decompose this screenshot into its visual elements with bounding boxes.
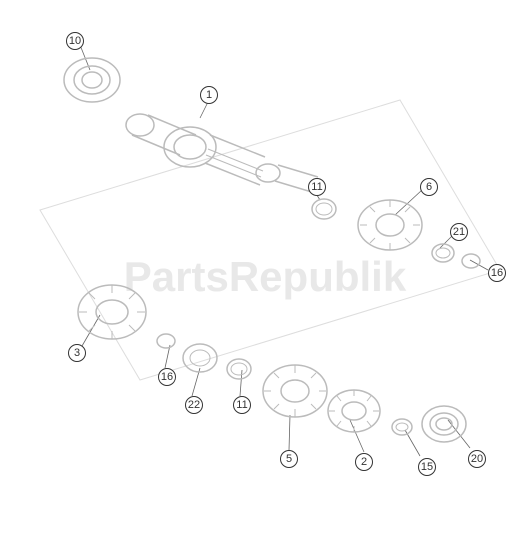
- part-ring-16b: [155, 330, 177, 352]
- callout-number-11b: 11: [233, 396, 251, 414]
- callout-number-1: 1: [200, 86, 218, 104]
- callout-15: 15: [418, 458, 436, 476]
- callout-number-16b: 16: [158, 368, 176, 386]
- callout-number-16: 16: [488, 264, 506, 282]
- part-ring-16: [460, 250, 482, 272]
- callout-number-2: 2: [355, 453, 373, 471]
- callout-20: 20: [468, 450, 486, 468]
- callout-number-11: 11: [308, 178, 326, 196]
- callout-11: 11: [308, 178, 326, 196]
- callout-22: 22: [185, 396, 203, 414]
- callout-16: 16: [488, 264, 506, 282]
- part-bearing-10: [62, 50, 122, 110]
- part-gear-2: [325, 385, 383, 437]
- callout-5: 5: [280, 450, 298, 468]
- callout-10: 10: [66, 32, 84, 50]
- callout-21: 21: [450, 223, 468, 241]
- part-spacer-11b: [225, 355, 253, 383]
- part-main-shaft-1: [120, 95, 320, 195]
- callout-3: 3: [68, 344, 86, 362]
- callout-number-22: 22: [185, 396, 203, 414]
- part-bushing-22: [180, 340, 220, 376]
- part-gear-5: [260, 360, 330, 422]
- callout-1: 1: [200, 86, 218, 104]
- part-bearing-20: [420, 400, 468, 448]
- exploded-diagram: PartsRepublik: [0, 0, 530, 553]
- part-spacer-11: [310, 195, 338, 223]
- callout-number-20: 20: [468, 450, 486, 468]
- callout-number-10: 10: [66, 32, 84, 50]
- part-washer-15: [390, 415, 414, 439]
- callout-number-5: 5: [280, 450, 298, 468]
- callout-number-6: 6: [420, 178, 438, 196]
- callout-11b: 11: [233, 396, 251, 414]
- callout-16b: 16: [158, 368, 176, 386]
- part-gear-3: [75, 280, 150, 345]
- callout-number-21: 21: [450, 223, 468, 241]
- callout-6: 6: [420, 178, 438, 196]
- part-washer-21: [430, 240, 456, 266]
- part-gear-6: [355, 195, 425, 255]
- callout-number-15: 15: [418, 458, 436, 476]
- callout-2: 2: [355, 453, 373, 471]
- callout-number-3: 3: [68, 344, 86, 362]
